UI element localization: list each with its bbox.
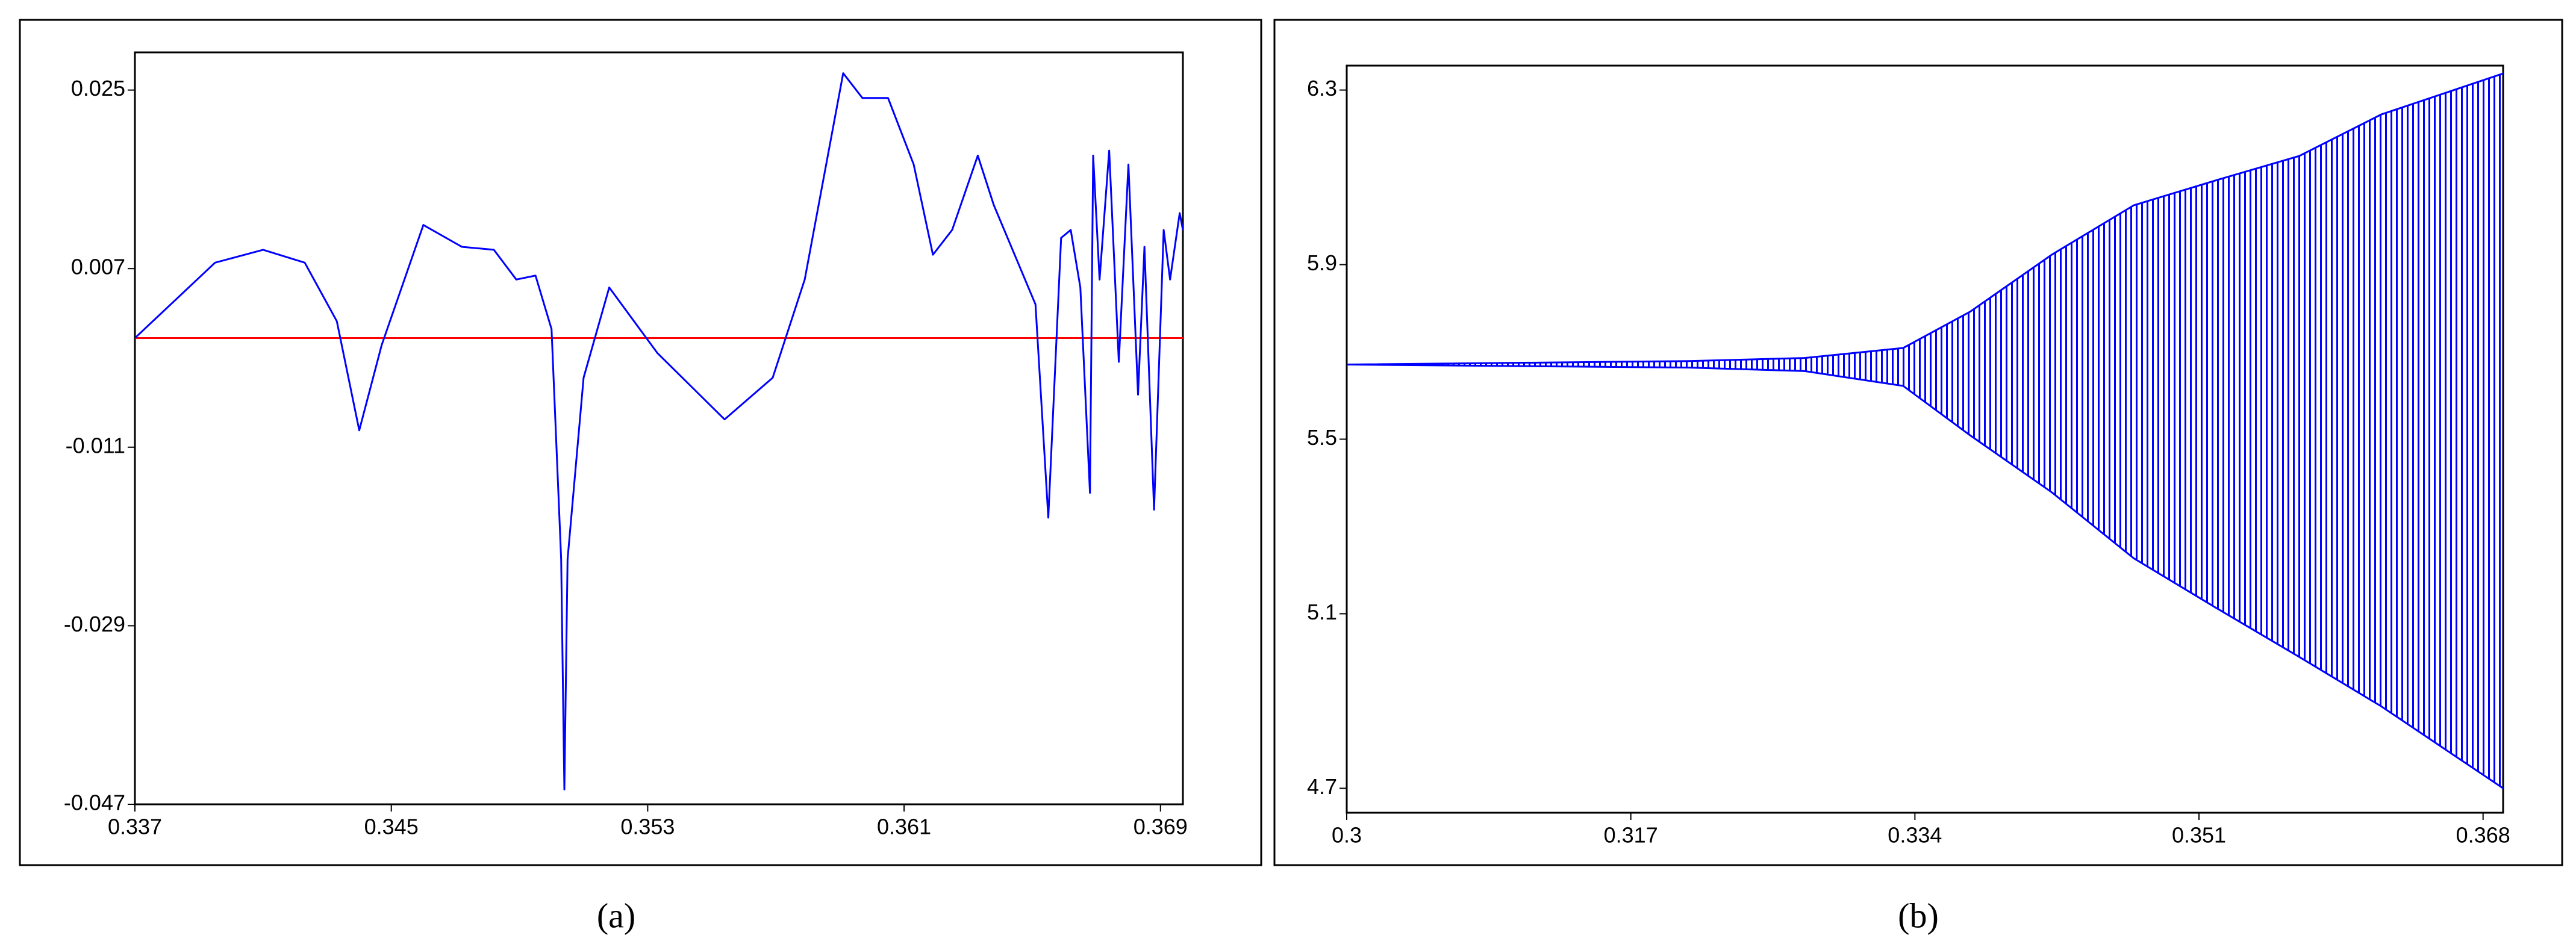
plot-area: [134, 51, 1184, 806]
caption: (a): [597, 896, 635, 935]
y-tick-label: 6.3: [1307, 76, 1337, 101]
y-tick-label: 5.9: [1307, 250, 1337, 275]
envelope-line: [1347, 72, 2503, 366]
data-line: [135, 72, 1183, 790]
y-tick-label: 0.025: [71, 76, 125, 101]
x-tick-label: 0.361: [877, 815, 931, 839]
y-tick-label: 0.007: [71, 255, 125, 279]
plot-content: [1347, 72, 2503, 789]
x-tick-label: 0.317: [1604, 823, 1658, 848]
y-tick-label: 4.7: [1307, 774, 1337, 799]
branch-fill: [1347, 73, 2503, 789]
y-tick-label: 5.5: [1307, 425, 1337, 450]
x-tick-label: 0.334: [1888, 823, 1942, 848]
x-tick-label: 0.3: [1332, 823, 1362, 848]
x-tick-label: 0.353: [620, 815, 675, 839]
chart-panel: 6.3 5.9 5.5 5.1 4.7 0.3 0.317 0.334 0.351 0.368 (b…: [1273, 19, 2563, 935]
y-tick-label: -0.029: [64, 612, 125, 636]
x-tick-label: 0.369: [1134, 815, 1188, 839]
y-tick-label: -0.011: [66, 433, 125, 458]
y-tick-label: 5.1: [1307, 600, 1337, 624]
plot-content: [135, 72, 1183, 790]
x-tick-label: 0.337: [108, 815, 162, 839]
y-tick-label: -0.047: [64, 790, 125, 815]
x-tick-label: 0.345: [364, 815, 419, 839]
envelope-line: [1347, 364, 2503, 789]
caption: (b): [1898, 896, 1939, 935]
x-tick-label: 0.351: [2172, 823, 2226, 848]
x-tick-label: 0.368: [2456, 823, 2510, 848]
